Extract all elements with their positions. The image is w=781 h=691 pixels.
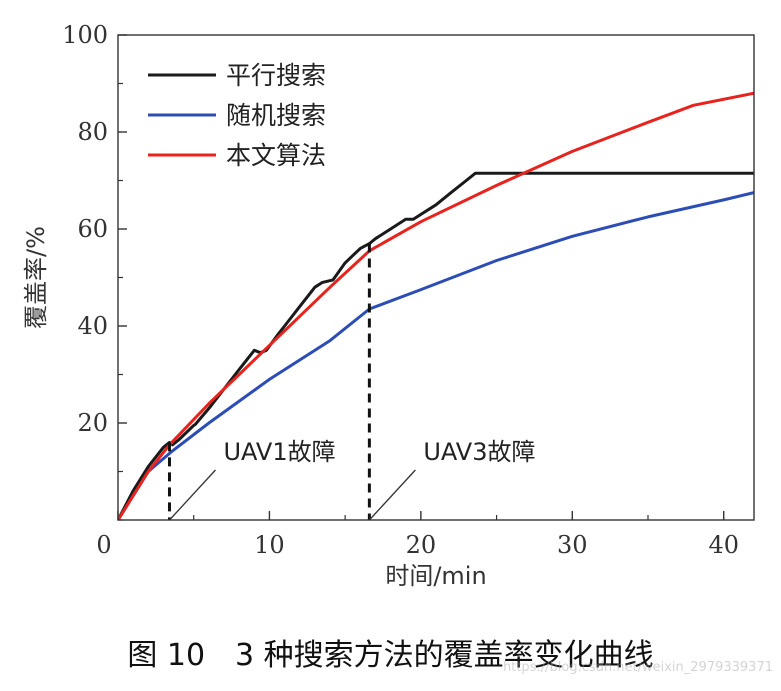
y-axis-label: 覆盖率/% — [22, 226, 50, 329]
y-tick-label: 60 — [77, 215, 108, 243]
y-tick-label: 100 — [62, 21, 108, 49]
series-line-1 — [118, 171, 754, 520]
legend-label-2: 随机搜索 — [226, 101, 326, 130]
coverage-chart: UAV1故障 UAV3故障 0 10 20 30 40 20 40 60 80 100 平行搜索随机… — [22, 21, 755, 590]
x-axis-label: 时间/min — [385, 562, 486, 590]
x-tick-label: 30 — [557, 531, 588, 559]
x-tick-label: 10 — [254, 531, 285, 559]
y-tick-label: 80 — [77, 118, 108, 146]
figure-caption: 图 10 3 种搜索方法的覆盖率变化曲线 — [127, 638, 654, 673]
series-line-2 — [118, 191, 754, 520]
fault-leader-line-1 — [169, 469, 216, 521]
x-tick-label: 0 — [96, 531, 111, 559]
x-tick-label: 40 — [708, 531, 739, 559]
axes: 0 10 20 30 40 20 40 60 80 100 — [62, 21, 755, 559]
x-tick-label: 20 — [406, 531, 437, 559]
fault-leader-line-2 — [368, 469, 416, 521]
legend-label-3: 本文算法 — [226, 141, 326, 170]
watermark-text: https://blog.csdn.net/weixin_2979339371 — [502, 660, 773, 675]
y-tick-label: 20 — [77, 409, 108, 437]
fault-label-2: UAV3故障 — [423, 438, 535, 466]
fault-annotations: UAV1故障 UAV3故障 — [167, 243, 536, 521]
y-tick-label: 40 — [77, 312, 108, 340]
legend-label-1: 平行搜索 — [226, 61, 326, 90]
fault-label-1: UAV1故障 — [223, 438, 335, 466]
